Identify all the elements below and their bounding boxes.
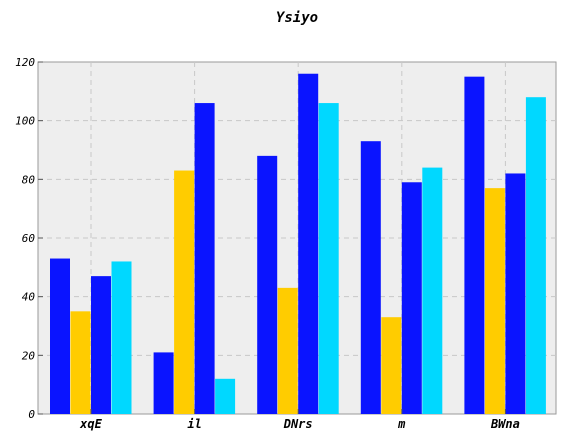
- bar-xqE-series-3: [91, 276, 111, 414]
- y-tick-label: 0: [28, 408, 35, 421]
- y-tick-label: 100: [15, 115, 35, 128]
- y-axis-ticks: 0 20 40 60 80 100 120: [15, 56, 43, 421]
- x-tick-label: xqE: [79, 417, 102, 431]
- x-tick-label: DNrs: [283, 417, 313, 431]
- y-tick-label: 80: [22, 173, 36, 186]
- bar-m-series-3: [401, 182, 422, 414]
- bar-BWna-series-4: [525, 97, 546, 414]
- bar-xqE-series-1: [50, 258, 70, 414]
- bar-xqE-series-4: [111, 261, 132, 414]
- y-tick-label: 40: [22, 291, 36, 304]
- bar-il-series-3: [194, 103, 215, 415]
- bar-m-series-2: [381, 317, 402, 414]
- y-tick-label: 120: [15, 56, 35, 69]
- bar-m-series-1: [360, 141, 381, 414]
- bar-il-series-1: [153, 352, 174, 414]
- bar-DNrs-series-4: [318, 103, 339, 415]
- x-tick-label: m: [397, 417, 406, 431]
- bar-DNrs-series-1: [257, 155, 278, 414]
- y-tick-label: 20: [22, 349, 36, 362]
- x-axis-ticks: xqE il DNrs m BWna: [79, 409, 520, 431]
- x-tick-label: BWna: [490, 417, 520, 431]
- chart-title: Ysiyo: [276, 10, 318, 26]
- bar-m-series-4: [422, 167, 443, 414]
- bar-BWna-series-1: [464, 76, 485, 415]
- bar-il-series-4: [215, 378, 236, 414]
- bar-DNrs-series-3: [298, 73, 319, 414]
- bar-xqE-series-2: [70, 311, 91, 414]
- bar-BWna-series-3: [505, 173, 526, 414]
- bar-il-series-2: [174, 170, 195, 414]
- x-tick-label: il: [187, 417, 201, 431]
- bar-BWna-series-2: [484, 188, 505, 414]
- y-tick-label: 60: [22, 232, 36, 245]
- bar-DNrs-series-2: [277, 287, 298, 414]
- bars: [50, 73, 546, 415]
